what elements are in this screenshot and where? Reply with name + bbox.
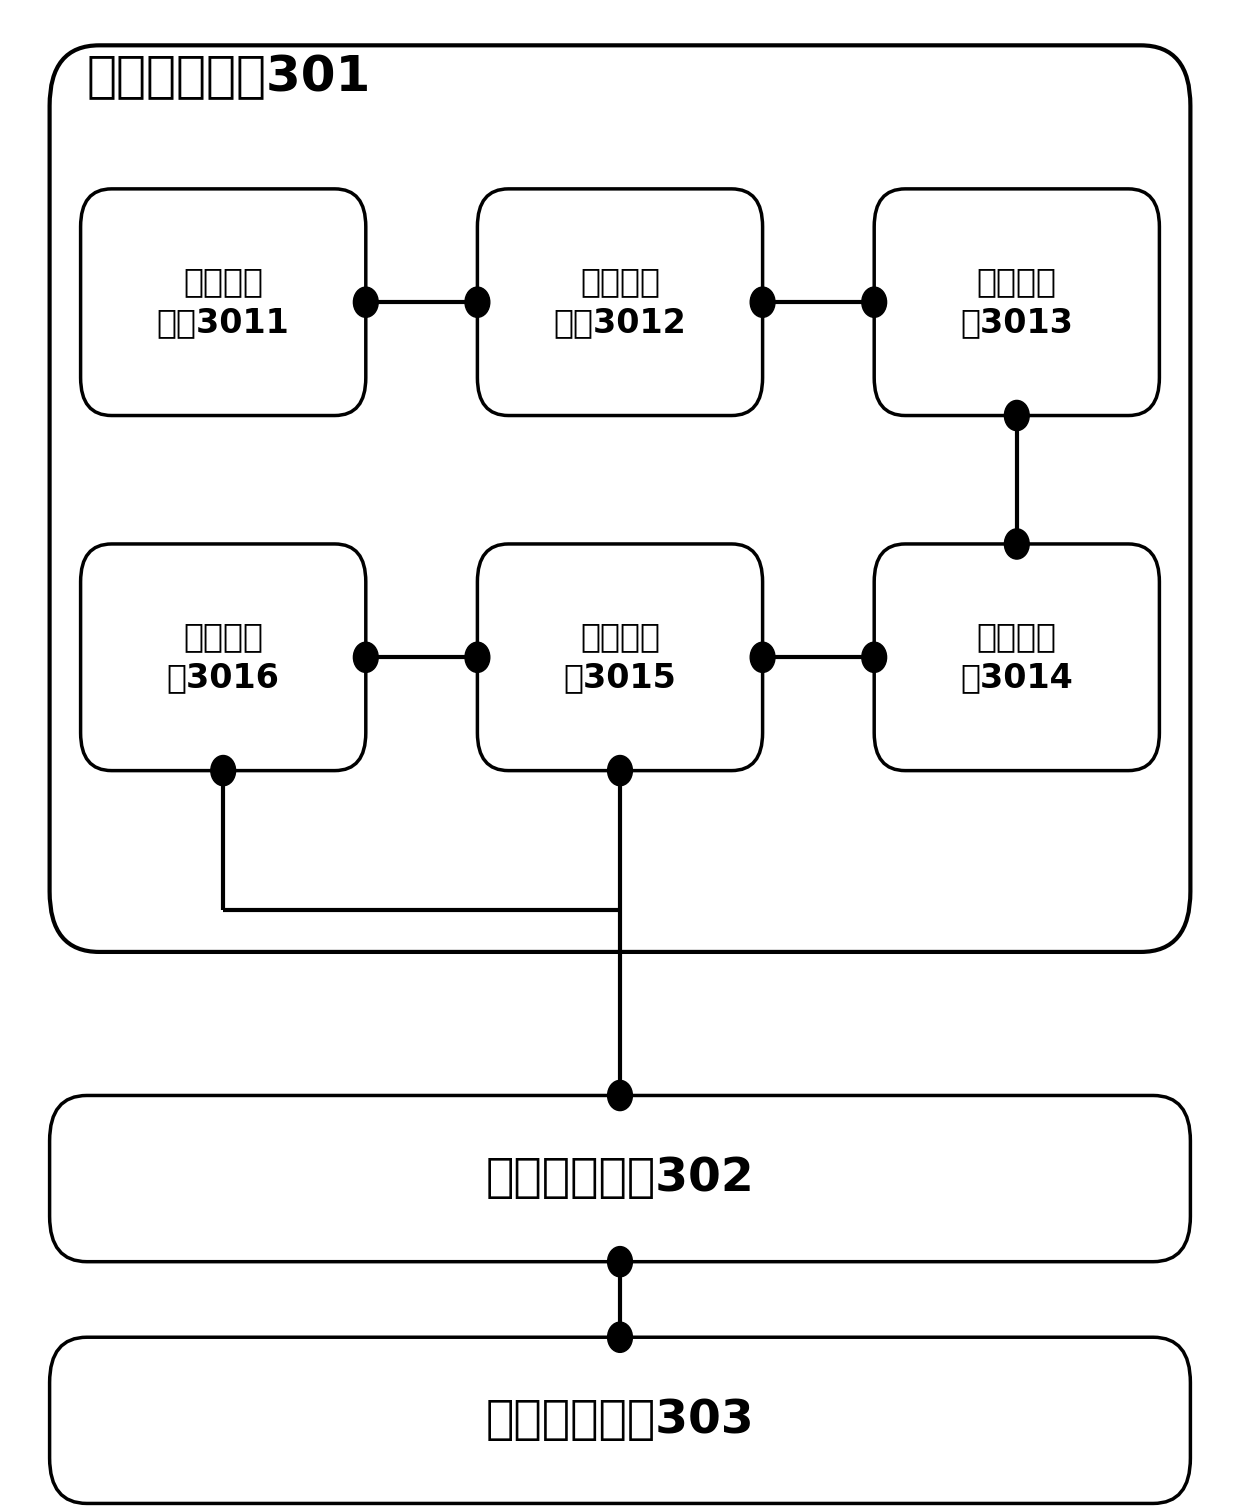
FancyBboxPatch shape [50, 1095, 1190, 1262]
Circle shape [1004, 400, 1029, 431]
Text: 建模仿真单元301: 建模仿真单元301 [87, 53, 371, 101]
Circle shape [353, 287, 378, 317]
Circle shape [608, 756, 632, 786]
FancyBboxPatch shape [81, 544, 366, 771]
Text: 组合子单
元3015: 组合子单 元3015 [563, 621, 677, 694]
Text: 环境子单
元3013: 环境子单 元3013 [960, 266, 1074, 338]
FancyBboxPatch shape [477, 189, 763, 416]
FancyBboxPatch shape [477, 544, 763, 771]
Circle shape [1004, 529, 1029, 559]
Text: 故障判断单元303: 故障判断单元303 [486, 1398, 754, 1443]
Circle shape [750, 287, 775, 317]
Text: 失真判断单元302: 失真判断单元302 [486, 1156, 754, 1201]
FancyBboxPatch shape [81, 189, 366, 416]
Circle shape [750, 642, 775, 672]
FancyBboxPatch shape [874, 189, 1159, 416]
Circle shape [608, 1322, 632, 1352]
FancyBboxPatch shape [50, 1337, 1190, 1503]
Circle shape [465, 642, 490, 672]
Circle shape [211, 756, 236, 786]
Text: 仿真子单
元3016: 仿真子单 元3016 [166, 621, 280, 694]
Text: 互感器子
单元3011: 互感器子 单元3011 [156, 266, 290, 338]
Circle shape [353, 642, 378, 672]
Text: 避雷器子
单元3012: 避雷器子 单元3012 [553, 266, 687, 338]
FancyBboxPatch shape [50, 45, 1190, 952]
Circle shape [862, 287, 887, 317]
Circle shape [608, 1080, 632, 1111]
Circle shape [608, 1247, 632, 1277]
Text: 雷击子单
元3014: 雷击子单 元3014 [961, 621, 1073, 694]
Circle shape [862, 642, 887, 672]
FancyBboxPatch shape [874, 544, 1159, 771]
Circle shape [465, 287, 490, 317]
